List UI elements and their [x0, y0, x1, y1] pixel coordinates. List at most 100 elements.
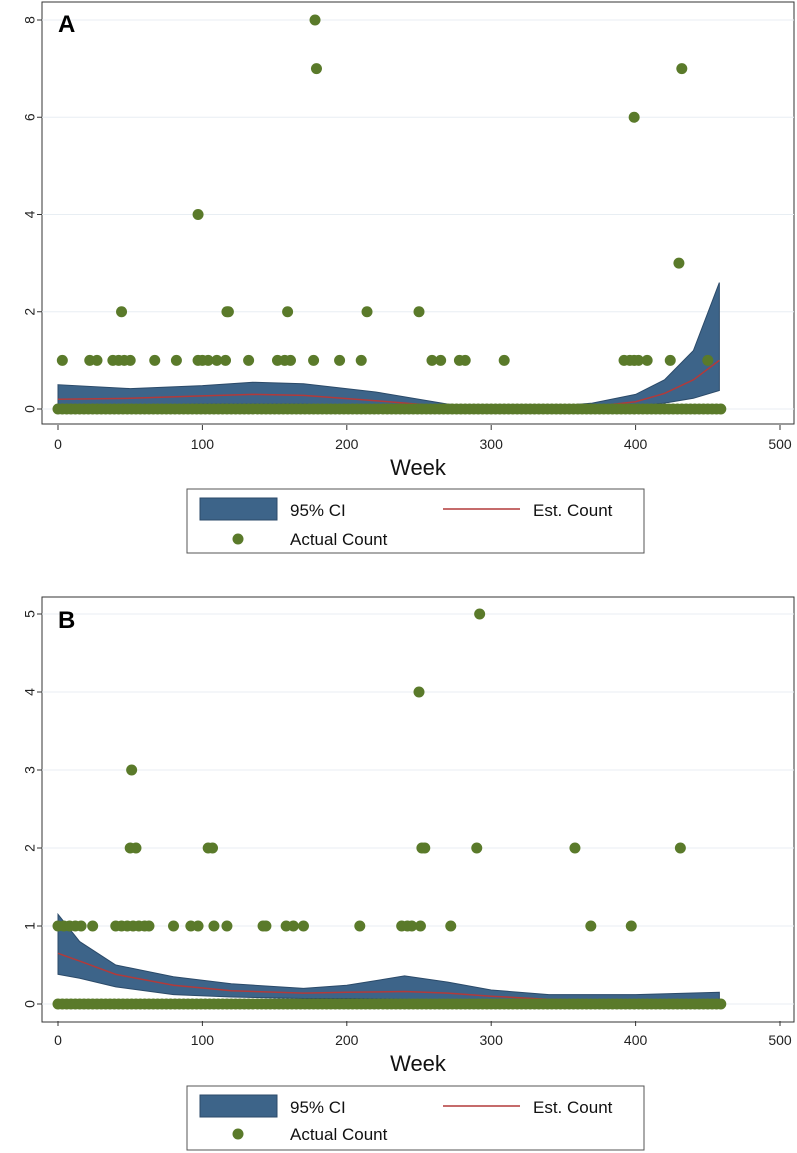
y-tick-label: 1	[22, 922, 38, 930]
data-point	[673, 257, 685, 269]
x-tick-label: 0	[54, 436, 62, 452]
legend-ci-swatch-a	[199, 497, 278, 521]
plot-frame-b	[41, 596, 795, 1023]
data-point	[126, 764, 138, 776]
data-point	[426, 354, 438, 366]
data-point	[192, 209, 204, 220]
y-ticks-a: 0 2 4 6 8	[22, 16, 42, 413]
data-point	[207, 842, 219, 854]
legend-est-label-a: Est. Count	[533, 501, 613, 520]
data-point	[413, 306, 425, 318]
data-point	[498, 354, 510, 366]
y-tick-label: 2	[22, 844, 38, 852]
data-point	[625, 920, 637, 932]
chart-panel-b: 0 1 2 3 4 5 0 100 200 300 400 500 B Week 95% CI Es…	[22, 596, 795, 1151]
data-point	[130, 842, 142, 854]
data-point	[702, 354, 714, 366]
data-point	[297, 920, 309, 932]
legend-ci-swatch-b	[199, 1094, 278, 1118]
data-point	[414, 920, 426, 932]
data-point	[87, 920, 99, 932]
data-point	[585, 920, 597, 932]
data-point	[674, 842, 686, 854]
data-point	[459, 354, 471, 366]
x-tick-label: 100	[191, 1032, 215, 1048]
y-tick-label: 4	[22, 210, 38, 218]
panel-label-a: A	[58, 11, 75, 38]
x-axis-label-a: Week	[390, 455, 447, 480]
legend-ci-label-b: 95% CI	[290, 1098, 346, 1117]
x-tick-label: 500	[768, 1032, 792, 1048]
data-point	[91, 354, 103, 366]
data-point-zero	[715, 403, 727, 415]
data-point	[211, 354, 223, 366]
y-tick-label: 8	[22, 16, 38, 24]
legend-points-swatch-a	[232, 533, 244, 545]
x-tick-label: 300	[480, 1032, 504, 1048]
data-point	[334, 354, 346, 366]
data-point	[445, 920, 457, 932]
y-tick-label: 3	[22, 766, 38, 774]
x-tick-label: 300	[480, 436, 504, 452]
data-point	[310, 63, 322, 75]
x-ticks-b: 0 100 200 300 400 500	[54, 1021, 792, 1048]
data-point	[569, 842, 581, 854]
data-point	[413, 686, 425, 698]
x-tick-label: 100	[191, 436, 215, 452]
legend-a: 95% CI Est. Count Actual Count	[186, 488, 645, 554]
points-a	[52, 14, 727, 415]
x-tick-label: 400	[624, 436, 648, 452]
data-point	[208, 920, 220, 932]
data-point	[170, 354, 182, 366]
data-point	[243, 354, 255, 366]
data-point	[435, 354, 447, 366]
panel-label-b: B	[58, 607, 75, 634]
y-ticks-b: 0 1 2 3 4 5	[22, 610, 42, 1008]
data-point	[220, 354, 232, 366]
legend-ci-label-a: 95% CI	[290, 501, 346, 520]
chart-panel-a: 0 2 4 6 8 0 100 200 300 400 500 A Week 95% CI Est…	[22, 1, 795, 554]
data-point	[143, 920, 155, 932]
data-point	[309, 14, 321, 26]
data-point	[287, 920, 299, 932]
data-point	[75, 920, 87, 932]
y-tick-label: 0	[22, 1000, 38, 1008]
data-point	[308, 354, 320, 366]
legend-b: 95% CI Est. Count Actual Count	[186, 1085, 645, 1151]
data-point	[56, 354, 68, 366]
plot-frame-a	[41, 1, 795, 425]
data-point	[116, 306, 128, 318]
data-point	[419, 842, 431, 854]
data-point-zero	[715, 998, 727, 1010]
data-point	[471, 842, 483, 854]
x-tick-label: 200	[335, 436, 359, 452]
legend-points-label-b: Actual Count	[290, 1125, 388, 1144]
data-point	[676, 63, 688, 75]
x-axis-label-b: Week	[390, 1051, 447, 1076]
data-point	[284, 354, 296, 366]
x-tick-label: 200	[335, 1032, 359, 1048]
x-ticks-a: 0 100 200 300 400 500	[54, 425, 792, 452]
data-point	[628, 111, 640, 123]
points-b	[52, 608, 727, 1010]
data-point	[641, 354, 653, 366]
data-point	[361, 306, 373, 318]
data-point	[664, 354, 676, 366]
y-tick-label: 0	[22, 405, 38, 413]
data-point	[202, 354, 214, 366]
data-point	[355, 354, 367, 366]
data-point	[124, 354, 136, 366]
data-point	[632, 354, 644, 366]
legend-points-swatch-b	[232, 1128, 244, 1140]
y-tick-label: 6	[22, 113, 38, 121]
data-point	[260, 920, 272, 932]
legend-est-label-b: Est. Count	[533, 1098, 613, 1117]
data-point	[149, 354, 161, 366]
data-point	[221, 920, 233, 932]
data-point	[406, 920, 418, 932]
y-tick-label: 5	[22, 610, 38, 618]
y-tick-label: 4	[22, 688, 38, 696]
y-tick-label: 2	[22, 308, 38, 316]
x-tick-label: 0	[54, 1032, 62, 1048]
